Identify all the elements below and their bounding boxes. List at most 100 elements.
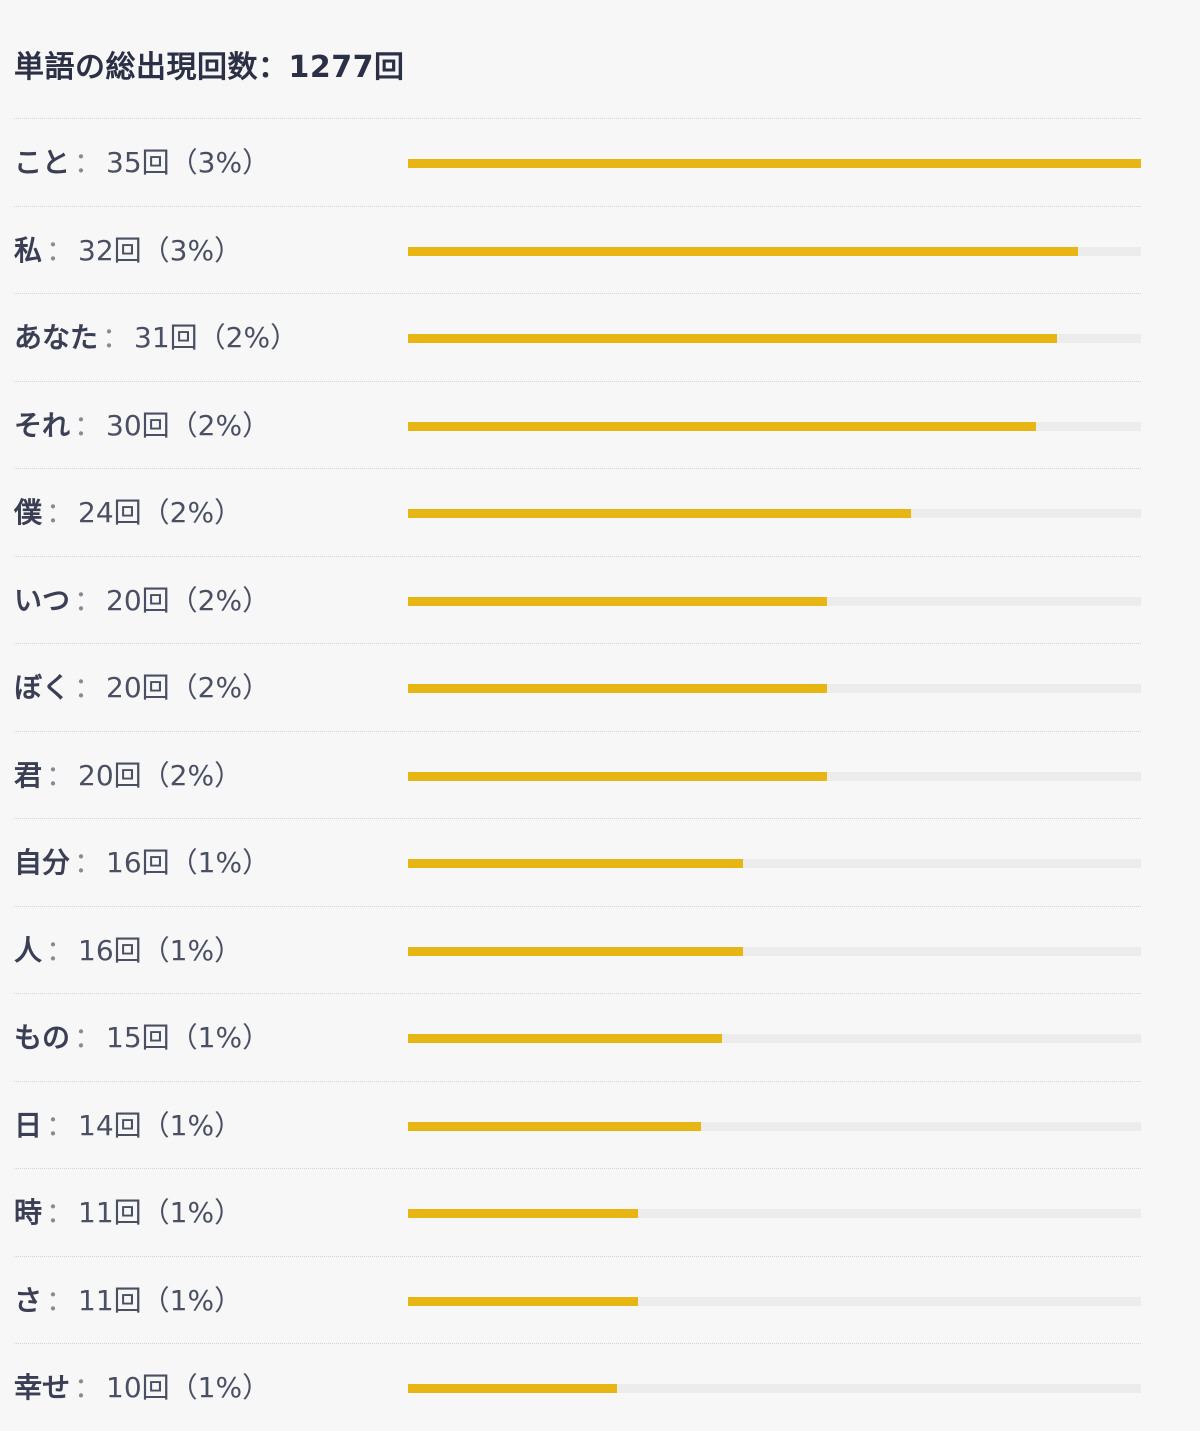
word-label: 君： 20回（2%） (14, 732, 242, 819)
word-row: あなた： 31回（2%） (14, 293, 1141, 381)
word-text: ぼく (14, 671, 71, 704)
word-row: 日： 14回（1%） (14, 1080, 1141, 1169)
bar-fill (408, 946, 744, 956)
label-separator: ： (46, 1196, 75, 1229)
bar-fill (408, 859, 744, 868)
bar-track (408, 1209, 1141, 1218)
word-count-text: 31回（2%） (134, 321, 299, 354)
label-separator: ： (74, 408, 103, 442)
word-count-text: 30回（2%） (106, 408, 271, 442)
label-separator: ： (74, 1021, 103, 1054)
word-text: それ (14, 408, 71, 442)
bar-fill (408, 246, 1079, 256)
word-text: 君 (14, 758, 43, 792)
label-separator: ： (46, 1283, 75, 1317)
bar-track (408, 421, 1141, 431)
bar-track (408, 334, 1141, 343)
word-text: 僕 (14, 496, 43, 529)
word-count-text: 10回（1%） (106, 1371, 271, 1404)
word-label: 日： 14回（1%） (14, 1082, 242, 1169)
bar-fill (408, 1209, 639, 1218)
bar-fill (408, 771, 827, 781)
label-separator: ： (46, 233, 75, 267)
bar-fill (408, 509, 911, 518)
word-text: 私 (14, 233, 43, 267)
word-row: それ： 30回（2%） (14, 380, 1141, 469)
bar-fill (408, 159, 1141, 168)
word-text: もの (14, 1021, 71, 1054)
bar-track (408, 159, 1141, 168)
word-label: 僕： 24回（2%） (14, 469, 242, 556)
bar-fill (408, 596, 827, 606)
word-label: 人： 16回（1%） (14, 907, 242, 994)
word-text: 自分 (14, 846, 71, 879)
word-label: さ： 11回（1%） (14, 1257, 242, 1344)
label-separator: ： (46, 1108, 75, 1142)
bar-track (408, 859, 1141, 868)
word-label: ぼく： 20回（2%） (14, 644, 270, 731)
bar-track (408, 596, 1141, 606)
word-count-text: 20回（2%） (106, 671, 271, 704)
word-count-text: 16回（1%） (78, 933, 243, 967)
label-separator: ： (74, 1371, 103, 1404)
bar-fill (408, 421, 1037, 431)
bar-fill (408, 1121, 702, 1131)
word-count-text: 14回（1%） (78, 1108, 243, 1142)
label-separator: ： (46, 758, 75, 792)
word-label: こと： 35回（3%） (14, 119, 270, 206)
word-count-text: 11回（1%） (78, 1283, 243, 1317)
label-separator: ： (74, 846, 103, 879)
label-separator: ： (46, 933, 75, 967)
label-separator: ： (102, 321, 131, 354)
word-row: ぼく： 20回（2%） (14, 643, 1141, 731)
bar-track (408, 771, 1141, 781)
bar-track (408, 1384, 1141, 1393)
word-count-text: 15回（1%） (106, 1021, 271, 1054)
word-count-text: 20回（2%） (106, 583, 271, 617)
word-row: 私： 32回（3%） (14, 205, 1141, 294)
word-count-text: 20回（2%） (78, 758, 243, 792)
word-label: 私： 32回（3%） (14, 207, 242, 294)
word-label: 幸せ： 10回（1%） (14, 1344, 270, 1431)
bar-fill (408, 1034, 723, 1043)
word-text: 日 (14, 1108, 43, 1142)
word-text: あなた (14, 321, 99, 354)
word-text: こと (14, 146, 71, 179)
word-text: さ (14, 1283, 43, 1317)
word-row: 僕： 24回（2%） (14, 468, 1141, 556)
bar-track (408, 246, 1141, 256)
word-label: あなた： 31回（2%） (14, 294, 298, 381)
word-row: もの： 15回（1%） (14, 993, 1141, 1081)
word-row: こと： 35回（3%） (14, 118, 1141, 206)
word-frequency-list: こと： 35回（3%）私： 32回（3%） あなた： 31回（2%） それ： 30回（2%）… (14, 118, 1141, 1431)
bar-track (408, 1034, 1141, 1043)
word-text: 幸せ (14, 1371, 71, 1404)
bar-track (408, 1121, 1141, 1131)
bar-track (408, 684, 1141, 693)
word-row: 君： 20回（2%） (14, 730, 1141, 819)
bar-fill (408, 1384, 618, 1393)
word-count-text: 16回（1%） (106, 846, 271, 879)
bar-fill (408, 1296, 639, 1306)
label-separator: ： (74, 583, 103, 617)
bar-track (408, 1296, 1141, 1306)
word-label: 時： 11回（1%） (14, 1169, 242, 1256)
word-row: さ： 11回（1%） (14, 1255, 1141, 1344)
word-row: 時： 11回（1%） (14, 1168, 1141, 1256)
label-separator: ： (46, 496, 75, 529)
word-row: 自分： 16回（1%） (14, 818, 1141, 906)
word-label: いつ： 20回（2%） (14, 557, 270, 644)
label-separator: ： (74, 671, 103, 704)
word-text: いつ (14, 583, 71, 617)
word-label: それ： 30回（2%） (14, 382, 270, 469)
word-count-text: 11回（1%） (78, 1196, 243, 1229)
word-label: 自分： 16回（1%） (14, 819, 270, 906)
bar-fill (408, 684, 827, 693)
word-count-text: 24回（2%） (78, 496, 243, 529)
word-text: 人 (14, 933, 43, 967)
bar-track (408, 509, 1141, 518)
word-count-text: 35回（3%） (106, 146, 271, 179)
word-count-text: 32回（3%） (78, 233, 243, 267)
word-row: いつ： 20回（2%） (14, 555, 1141, 644)
bar-track (408, 946, 1141, 956)
